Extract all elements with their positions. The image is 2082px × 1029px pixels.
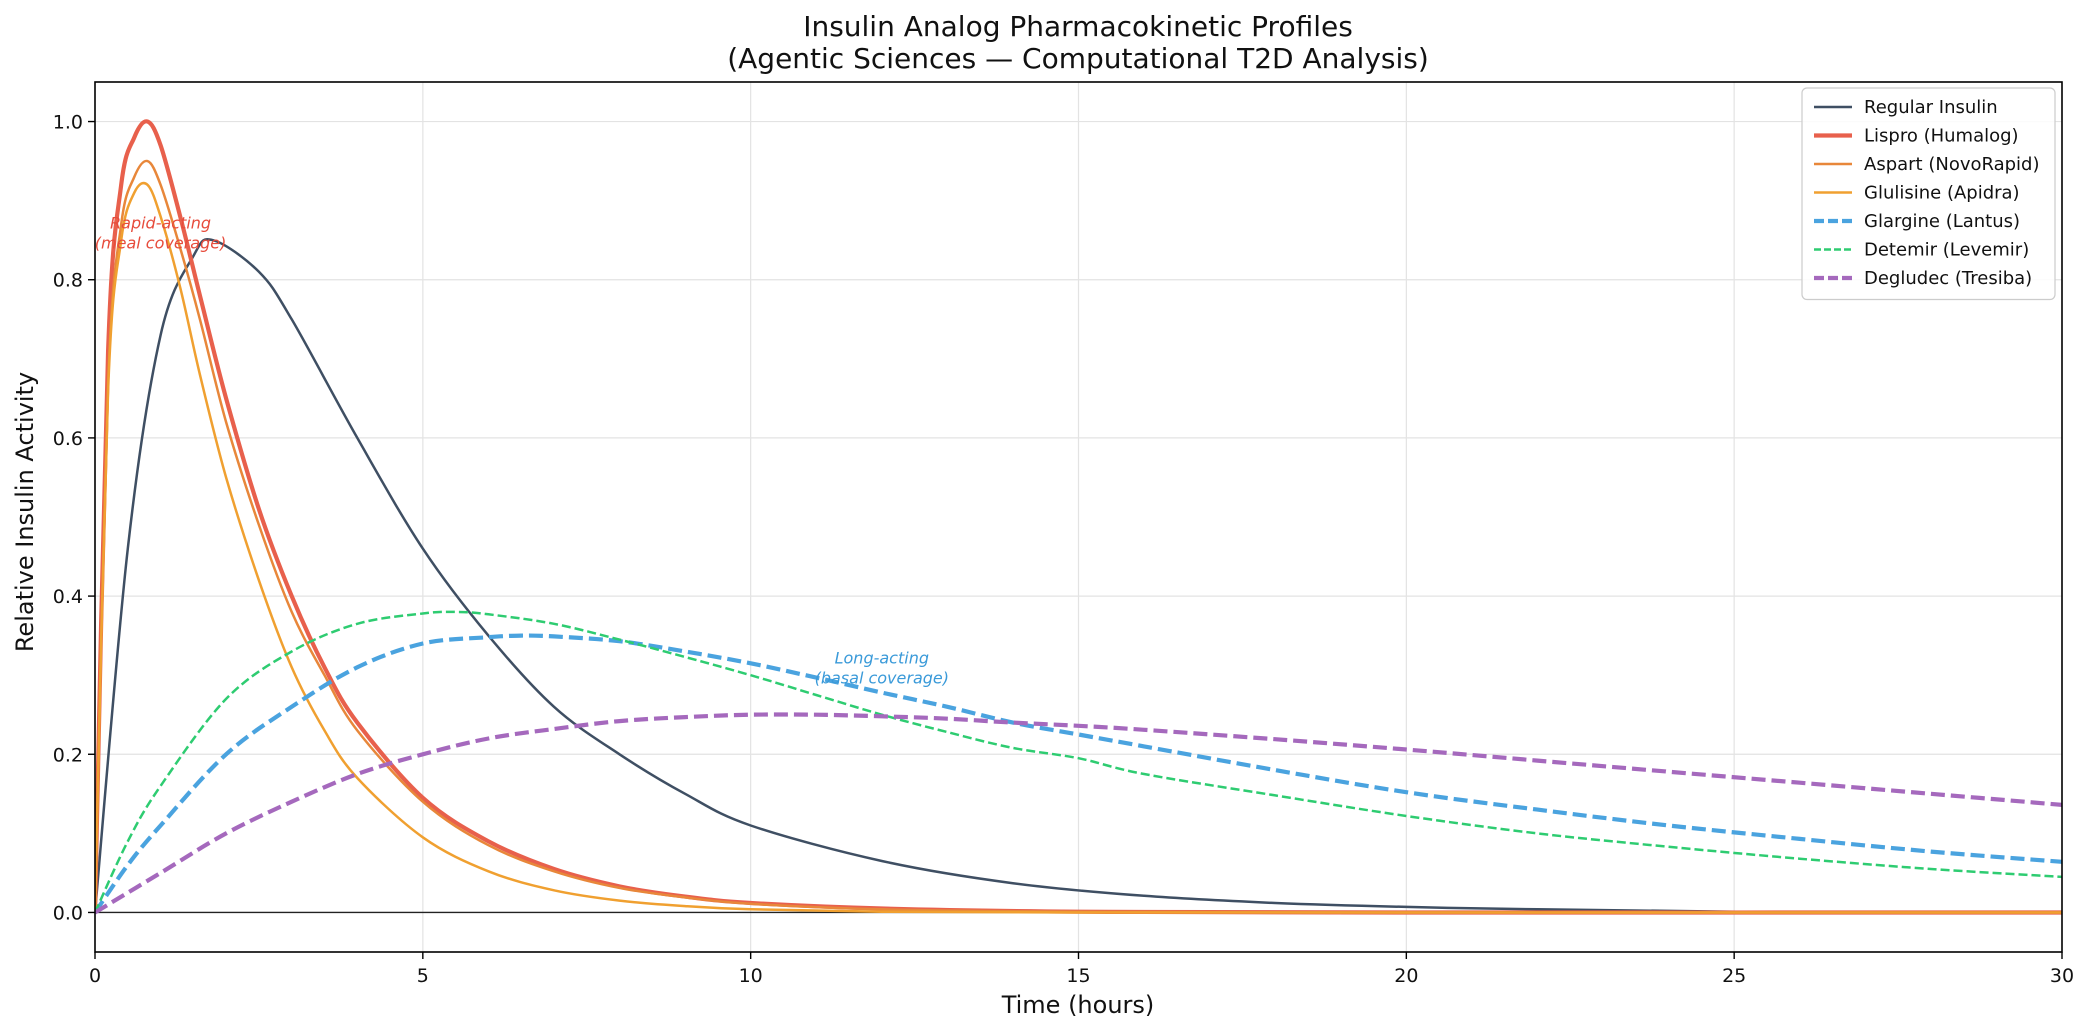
y-tick-label: 0.6 (53, 428, 83, 450)
y-tick-label: 0.0 (53, 902, 83, 924)
chart-title: Insulin Analog Pharmacokinetic Profiles (803, 10, 1353, 43)
series-line-degludec-tresiba (95, 712, 2062, 915)
x-tick-label: 20 (1394, 965, 1418, 987)
y-axis-label: Relative Insulin Activity (11, 372, 39, 652)
x-axis-label: Time (hours) (1001, 991, 1155, 1019)
series-layer (95, 119, 2062, 915)
x-tick-label: 15 (1066, 965, 1090, 987)
legend-label-glulisine-apidra: Glulisine (Apidra) (1864, 183, 2020, 204)
legend-label-lispro-humalog: Lispro (Humalog) (1864, 126, 2019, 147)
y-tick-label: 0.4 (53, 586, 83, 608)
y-tick-label: 0.8 (53, 270, 83, 292)
legend-label-detemir-levemir: Detemir (Levemir) (1864, 240, 2029, 261)
annotation-text: (basal coverage) (815, 668, 949, 687)
x-tick-label: 10 (739, 965, 763, 987)
x-tick-label: 25 (1722, 965, 1746, 987)
annotation-text: Long-acting (835, 648, 929, 667)
y-tick-label: 1.0 (53, 112, 83, 134)
series-line-detemir-levemir (95, 610, 2062, 914)
series-line-regular-insulin (95, 238, 2062, 914)
annotation-text: (meal coverage) (95, 233, 227, 252)
chart-subtitle: (Agentic Sciences — Computational T2D An… (727, 42, 1429, 75)
annotation-text: Rapid-acting (110, 213, 211, 232)
x-tick-label: 30 (2050, 965, 2074, 987)
legend-label-glargine-lantus: Glargine (Lantus) (1864, 211, 2020, 232)
legend-label-degludec-tresiba: Degludec (Tresiba) (1864, 268, 2032, 289)
y-axis-ticks: 0.0 0.2 0.4 0.6 0.8 1.0 (53, 112, 95, 924)
legend-label-aspart-novorapid: Aspart (NovoRapid) (1864, 154, 2040, 175)
legend: Regular Insulin Lispro (Humalog) Aspart (N… (1801, 87, 2056, 301)
x-tick-label: 5 (417, 965, 429, 987)
series-line-glulisine-apidra (95, 181, 2062, 914)
annotation-layer: Rapid-acting(meal coverage) Long-acting(b… (95, 213, 949, 687)
series-line-glargine-lantus (95, 633, 2062, 914)
x-axis-ticks: 0 5 10 15 20 25 30 (89, 952, 2074, 987)
legend-box (1801, 87, 2056, 301)
legend-label-regular-insulin: Regular Insulin (1864, 97, 1998, 118)
y-tick-label: 0.2 (53, 744, 83, 766)
x-tick-label: 0 (89, 965, 101, 987)
